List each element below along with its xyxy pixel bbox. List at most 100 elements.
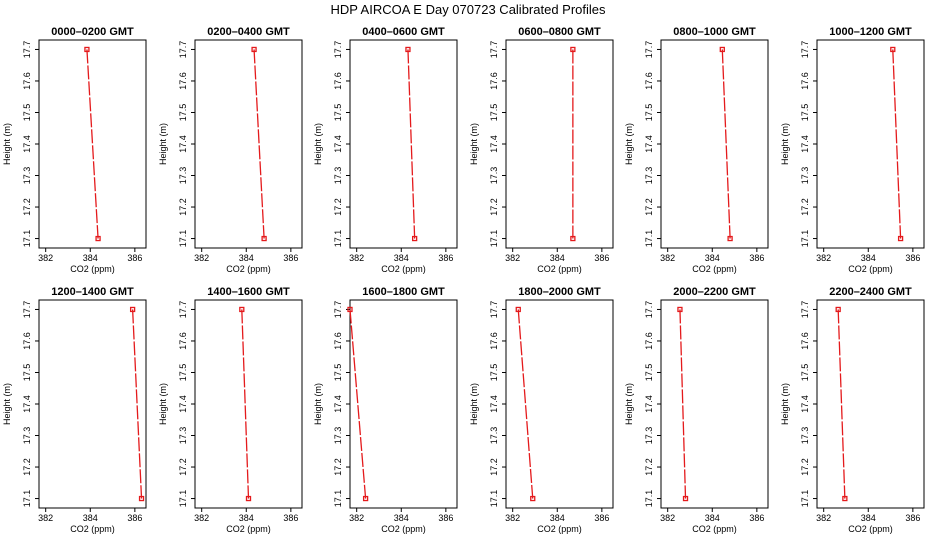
y-tick-label: 17.1 [22, 490, 32, 508]
data-point [138, 495, 145, 502]
y-tick-label: 17.4 [489, 395, 499, 413]
x-axis-label: CO2 (ppm) [70, 524, 115, 534]
y-tick-label: 17.5 [489, 364, 499, 382]
y-tick-label: 17.1 [22, 230, 32, 248]
x-tick-label: 384 [83, 513, 98, 523]
y-tick-label: 17.4 [800, 135, 810, 153]
y-tick-label: 17.6 [333, 332, 343, 350]
y-tick-label: 17.6 [644, 72, 654, 90]
y-tick-label: 17.6 [333, 72, 343, 90]
y-tick-label: 17.4 [489, 135, 499, 153]
data-point [890, 46, 896, 53]
profile-line [517, 309, 534, 499]
x-tick-label: 382 [505, 253, 520, 263]
y-tick-label: 17.5 [489, 104, 499, 122]
x-axis-label: CO2 (ppm) [381, 264, 426, 274]
y-tick-label: 17.7 [22, 301, 32, 319]
data-point [84, 46, 90, 53]
y-tick-label: 17.1 [333, 230, 343, 248]
x-axis-label: CO2 (ppm) [537, 264, 582, 274]
y-tick-label: 17.6 [22, 332, 32, 350]
y-tick-label: 17.6 [178, 72, 188, 90]
plot-frame [816, 39, 925, 249]
y-tick-label: 17.3 [644, 167, 654, 185]
y-tick-label: 17.1 [489, 490, 499, 508]
y-tick-label: 17.4 [333, 395, 343, 413]
x-tick-label: 386 [594, 513, 609, 523]
x-axis-label: CO2 (ppm) [848, 264, 893, 274]
x-axis-label: CO2 (ppm) [692, 524, 737, 534]
y-tick-label: 17.4 [800, 395, 810, 413]
y-tick-label: 17.2 [644, 198, 654, 216]
y-axis-label: Height (m) [313, 123, 323, 165]
panel-2: 0200–0400 GMT 382 384 386 17.1 17.2 17.3 17.4 17… [158, 26, 303, 274]
figure-suptitle: HDP AIRCOA E Day 070723 Calibrated Profi… [330, 2, 606, 17]
plot-frame [38, 39, 147, 249]
panel-3: 0400–0600 GMT 382 384 386 17.1 17.2 17.3 17.4 17… [313, 26, 458, 274]
x-tick-label: 386 [749, 253, 764, 263]
y-tick-label: 17.5 [22, 364, 32, 382]
data-point [530, 495, 536, 502]
y-tick-label: 17.7 [178, 301, 188, 319]
profile-line [86, 49, 99, 239]
panel-11: 2000–2200 GMT 382 384 386 17.1 17.2 17.3 17.4 17… [624, 286, 769, 534]
data-point [515, 306, 521, 313]
x-tick-label: 386 [905, 513, 920, 523]
plot-frame [194, 299, 303, 509]
data-point [129, 306, 136, 313]
y-tick-label: 17.5 [22, 104, 32, 122]
panel-12: 2200–2400 GMT 382 384 386 17.1 17.2 17.3 17.4 17… [780, 286, 925, 534]
x-tick-label: 382 [505, 513, 520, 523]
x-tick-label: 386 [283, 513, 298, 523]
panel-10: 1800–2000 GMT 382 384 386 17.1 17.2 17.3 17.4 17… [469, 286, 614, 534]
y-tick-label: 17.7 [489, 301, 499, 319]
panel-title: 1800–2000 GMT [518, 286, 601, 298]
y-axis-label: Height (m) [158, 123, 168, 165]
y-tick-label: 17.6 [489, 332, 499, 350]
y-tick-label: 17.2 [800, 458, 810, 476]
panel-title: 2000–2200 GMT [673, 286, 756, 298]
y-tick-label: 17.3 [178, 167, 188, 185]
y-tick-label: 17.5 [333, 364, 343, 382]
y-tick-label: 17.2 [489, 198, 499, 216]
y-tick-label: 17.2 [800, 198, 810, 216]
y-tick-label: 17.1 [178, 230, 188, 248]
y-tick-label: 17.7 [800, 41, 810, 59]
plot-frame [349, 39, 458, 249]
x-tick-label: 386 [438, 513, 453, 523]
panel-6: 1000–1200 GMT 382 384 386 17.1 17.2 17.3 17.4 17… [780, 26, 925, 274]
y-tick-label: 17.6 [800, 332, 810, 350]
data-point [682, 495, 689, 502]
y-tick-label: 17.1 [178, 490, 188, 508]
panel-4: 0600–0800 GMT 382 384 386 17.1 17.2 17.3 17.4 17… [469, 26, 614, 274]
y-tick-label: 17.1 [644, 490, 654, 508]
x-tick-label: 382 [38, 253, 53, 263]
y-tick-label: 17.2 [333, 458, 343, 476]
y-tick-label: 17.7 [800, 301, 810, 319]
y-tick-label: 17.2 [178, 198, 188, 216]
y-axis-label: Height (m) [624, 123, 634, 165]
profile-line [349, 309, 367, 499]
y-axis-label: Height (m) [780, 383, 790, 425]
y-tick-label: 17.4 [22, 135, 32, 153]
data-point [411, 235, 418, 242]
y-tick-label: 17.2 [333, 198, 343, 216]
y-tick-label: 17.3 [333, 167, 343, 185]
data-point [842, 495, 848, 502]
y-tick-label: 17.5 [333, 104, 343, 122]
x-tick-label: 382 [816, 253, 831, 263]
plot-frame [816, 299, 925, 509]
y-tick-label: 17.4 [644, 135, 654, 153]
plot-frame [660, 39, 769, 249]
x-axis-label: CO2 (ppm) [692, 264, 737, 274]
y-axis-label: Height (m) [624, 383, 634, 425]
panel-title: 0600–0800 GMT [518, 26, 601, 38]
x-tick-label: 382 [194, 513, 209, 523]
x-tick-label: 386 [283, 253, 298, 263]
profile-line [721, 49, 731, 239]
y-tick-label: 17.1 [333, 490, 343, 508]
panel-title: 1600–1800 GMT [362, 286, 445, 298]
y-tick-label: 17.4 [333, 135, 343, 153]
x-tick-label: 382 [349, 253, 364, 263]
y-tick-label: 17.4 [22, 395, 32, 413]
